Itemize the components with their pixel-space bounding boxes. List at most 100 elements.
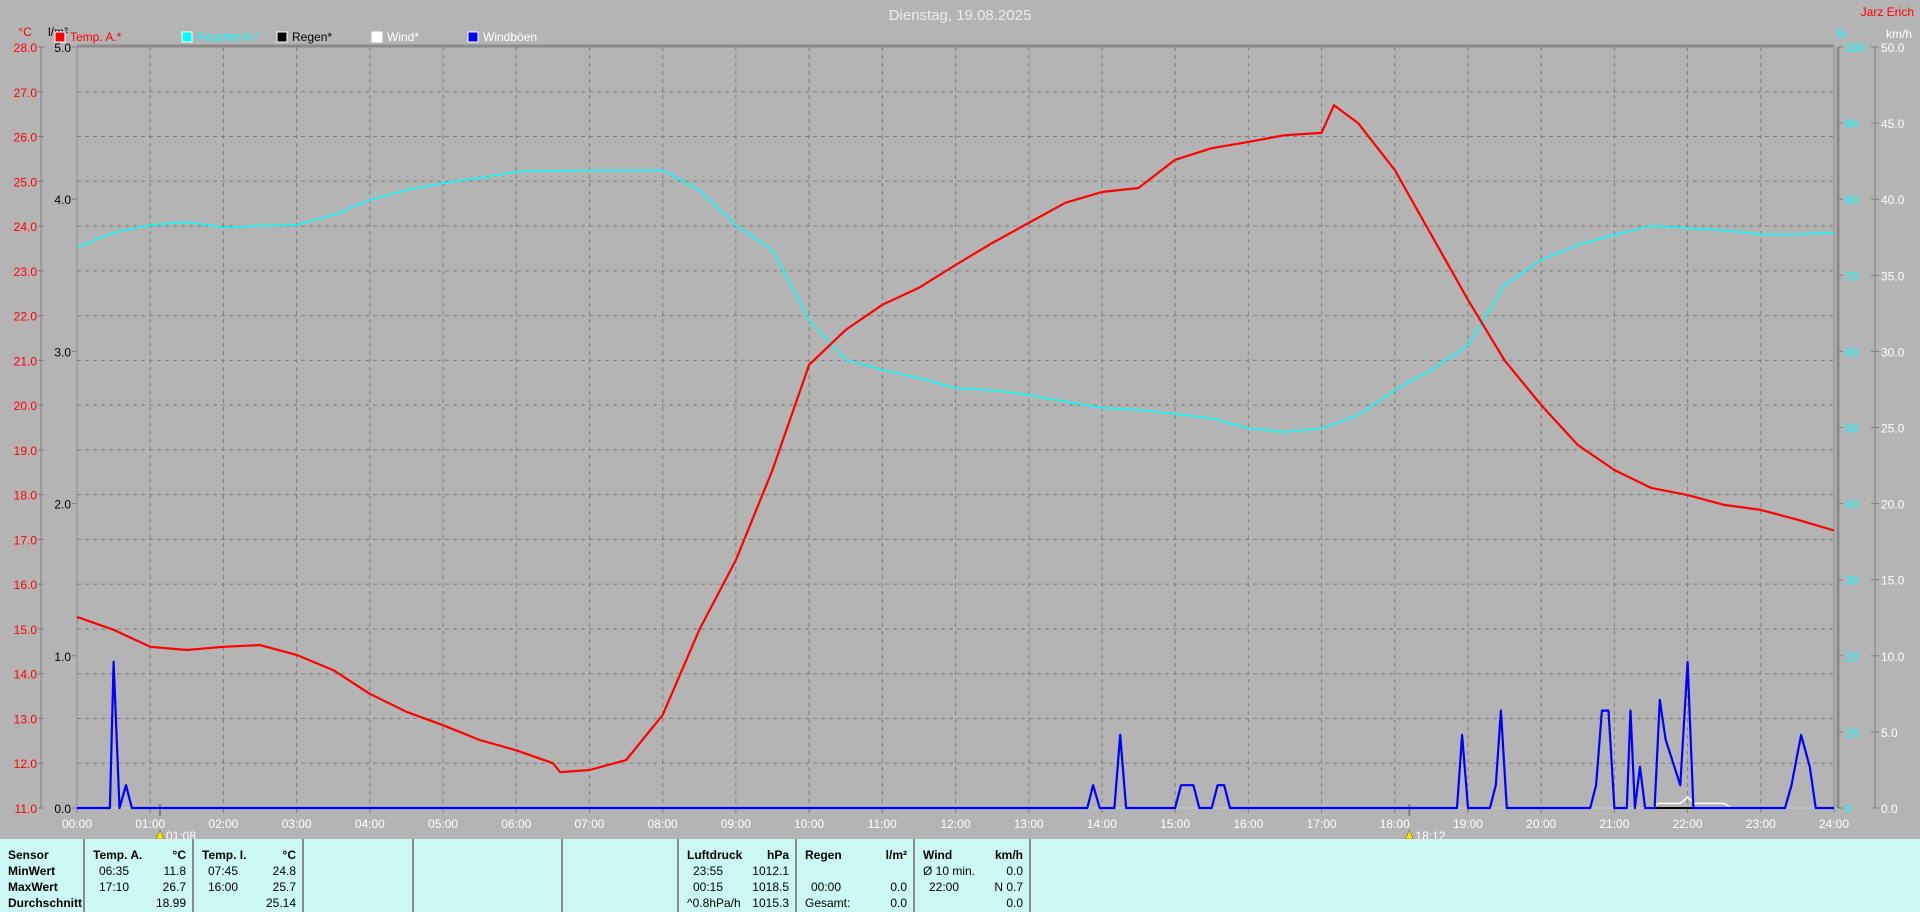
- temp-tick-label: 11.0: [15, 802, 38, 816]
- series-line-temp-a: [76, 104, 1835, 774]
- temp-axis-unit: °C: [18, 25, 32, 39]
- humidity-tick-label: 30: [1845, 574, 1859, 588]
- legend-swatch: [54, 31, 66, 43]
- pressure-unit: hPa: [766, 848, 789, 862]
- x-tick-label: 05:00: [428, 817, 458, 831]
- legend: Temp. A.* Feuchte A.* Regen* Wind* Windböen: [54, 30, 537, 44]
- stats-col-sensor: Sensor MinWert MaxWert Durchschnitt: [0, 839, 83, 912]
- temp-a-min-time: 06:35: [99, 864, 130, 878]
- humidity-tick-label: 70: [1845, 269, 1859, 283]
- wind-tick-label: 30.0: [1881, 345, 1905, 359]
- wind-max: N 0.7: [994, 880, 1023, 894]
- legend-label: Temp. A.*: [70, 30, 122, 44]
- temp-a-max: 26.7: [162, 880, 186, 894]
- author-label: Jarz Erich: [1861, 5, 1914, 19]
- wind-avg-label: Ø 10 min.: [923, 864, 976, 878]
- temp-i-avg: 25.14: [265, 896, 296, 910]
- humidity-tick-label: 40: [1845, 498, 1859, 512]
- legend-label: Windböen: [483, 30, 537, 44]
- x-tick-label: 18:00: [1380, 817, 1410, 831]
- humidity-tick-label: 20: [1845, 650, 1859, 664]
- rain-header: Regen: [805, 848, 842, 862]
- statistics-panel: Sensor MinWert MaxWert Durchschnitt Temp…: [0, 839, 1920, 912]
- x-tick-label: 06:00: [501, 817, 531, 831]
- temp-tick-label: 13.0: [14, 712, 38, 726]
- temp-tick-label: 22.0: [14, 310, 38, 324]
- legend-label: Feuchte A.*: [197, 30, 259, 44]
- series-lines: [76, 104, 1835, 810]
- temp-tick-label: 27.0: [14, 86, 38, 100]
- x-tick-label: 13:00: [1014, 817, 1044, 831]
- wind-tick-label: 20.0: [1881, 498, 1905, 512]
- legend-swatch: [181, 31, 193, 43]
- stats-col-wind: Wind km/h Ø 10 min. 0.0 22:00 N 0.7 0.0: [913, 839, 1029, 912]
- x-tick-label: 00:00: [62, 817, 92, 831]
- temp-a-unit: °C: [172, 848, 186, 862]
- humidity-tick-label: 90: [1845, 117, 1859, 131]
- temp-i-min: 24.8: [272, 864, 296, 878]
- wind-tick-label: 15.0: [1881, 574, 1905, 588]
- temp-i-header: Temp. I.: [202, 848, 247, 862]
- humidity-tick-label: 100: [1845, 41, 1865, 55]
- x-tick-label: 21:00: [1599, 817, 1629, 831]
- temp-tick-label: 25.0: [14, 175, 38, 189]
- wind-tick-label: 10.0: [1881, 650, 1905, 664]
- temp-tick-label: 24.0: [14, 220, 38, 234]
- rain-tick-label: 3.0: [54, 345, 71, 359]
- marker-label: 01:08: [166, 829, 196, 839]
- x-tick-label: 01:00: [135, 817, 165, 831]
- humidity-tick-label: 50: [1845, 422, 1859, 436]
- pressure-min-time: 23:55: [693, 864, 724, 878]
- humidity-tick-label: 10: [1845, 726, 1859, 740]
- wind-tick-label: 50.0: [1881, 41, 1905, 55]
- x-tick-label: 02:00: [208, 817, 238, 831]
- stats-col-empty-1: [302, 839, 412, 912]
- x-tick-label: 07:00: [574, 817, 604, 831]
- wind-tick-label: 0.0: [1881, 802, 1898, 816]
- temp-i-max: 25.7: [272, 880, 296, 894]
- moonset-icon: [1405, 829, 1414, 839]
- rain-tick-label: 1.0: [54, 650, 71, 664]
- x-tick-label: 11:00: [868, 817, 897, 831]
- stats-col-rain: Regen l/m² 00:00 0.0 Gesamt: 0.0: [795, 839, 913, 912]
- wind-total: 0.0: [1006, 896, 1023, 910]
- x-tick-label: 20:00: [1526, 817, 1556, 831]
- rain-total: 0.0: [890, 896, 907, 910]
- wind-header: Wind: [923, 848, 953, 862]
- pressure-min: 1012.1: [752, 864, 789, 878]
- temp-tick-label: 26.0: [14, 131, 38, 145]
- maxwert-label: MaxWert: [8, 880, 58, 894]
- temp-a-max-time: 17:10: [99, 880, 130, 894]
- x-tick-label: 15:00: [1160, 817, 1190, 831]
- weather-chart: Dienstag, 19.08.2025 Jarz Erich °C l/m² …: [14, 5, 1914, 839]
- temp-i-max-time: 16:00: [208, 880, 239, 894]
- moonrise-icon: [155, 829, 165, 839]
- wind-tick-label: 5.0: [1881, 726, 1898, 740]
- legend-label: Regen*: [292, 30, 332, 44]
- minwert-label: MinWert: [8, 864, 56, 878]
- temp-i-unit: °C: [282, 848, 296, 862]
- legend-swatch: [371, 31, 383, 43]
- temp-tick-label: 23.0: [14, 265, 38, 279]
- pressure-max-time: 00:15: [693, 880, 724, 894]
- series-line-wind: [77, 796, 1834, 809]
- legend-swatch: [276, 31, 288, 43]
- stats-col-temp-i: Temp. I. °C 07:45 24.8 16:00 25.7 25.14: [192, 839, 302, 912]
- humidity-tick-label: 60: [1845, 345, 1859, 359]
- wind-tick-label: 45.0: [1881, 117, 1905, 131]
- humidity-axis-unit: %: [1836, 27, 1847, 41]
- stats-col-temp-a: Temp. A. °C 06:35 11.8 17:10 26.7 18.99: [83, 839, 192, 912]
- x-tick-label: 24:00: [1819, 817, 1849, 831]
- x-tick-label: 23:00: [1746, 817, 1776, 831]
- durchschnitt-label: Durchschnitt: [8, 896, 83, 910]
- stats-col-empty-3: [561, 839, 677, 912]
- rain-max-time: 00:00: [811, 880, 842, 894]
- temp-tick-label: 12.0: [14, 757, 38, 771]
- temp-tick-label: 16.0: [14, 578, 38, 592]
- rain-tick-label: 4.0: [54, 193, 71, 207]
- temp-a-min: 11.8: [163, 864, 186, 878]
- rain-tick-label: 5.0: [54, 41, 71, 55]
- pressure-header: Luftdruck: [687, 848, 743, 862]
- humidity-tick-label: 80: [1845, 193, 1859, 207]
- stats-col-pressure: Luftdruck hPa 23:55 1012.1 00:15 1018.5 ^0.…: [677, 839, 795, 912]
